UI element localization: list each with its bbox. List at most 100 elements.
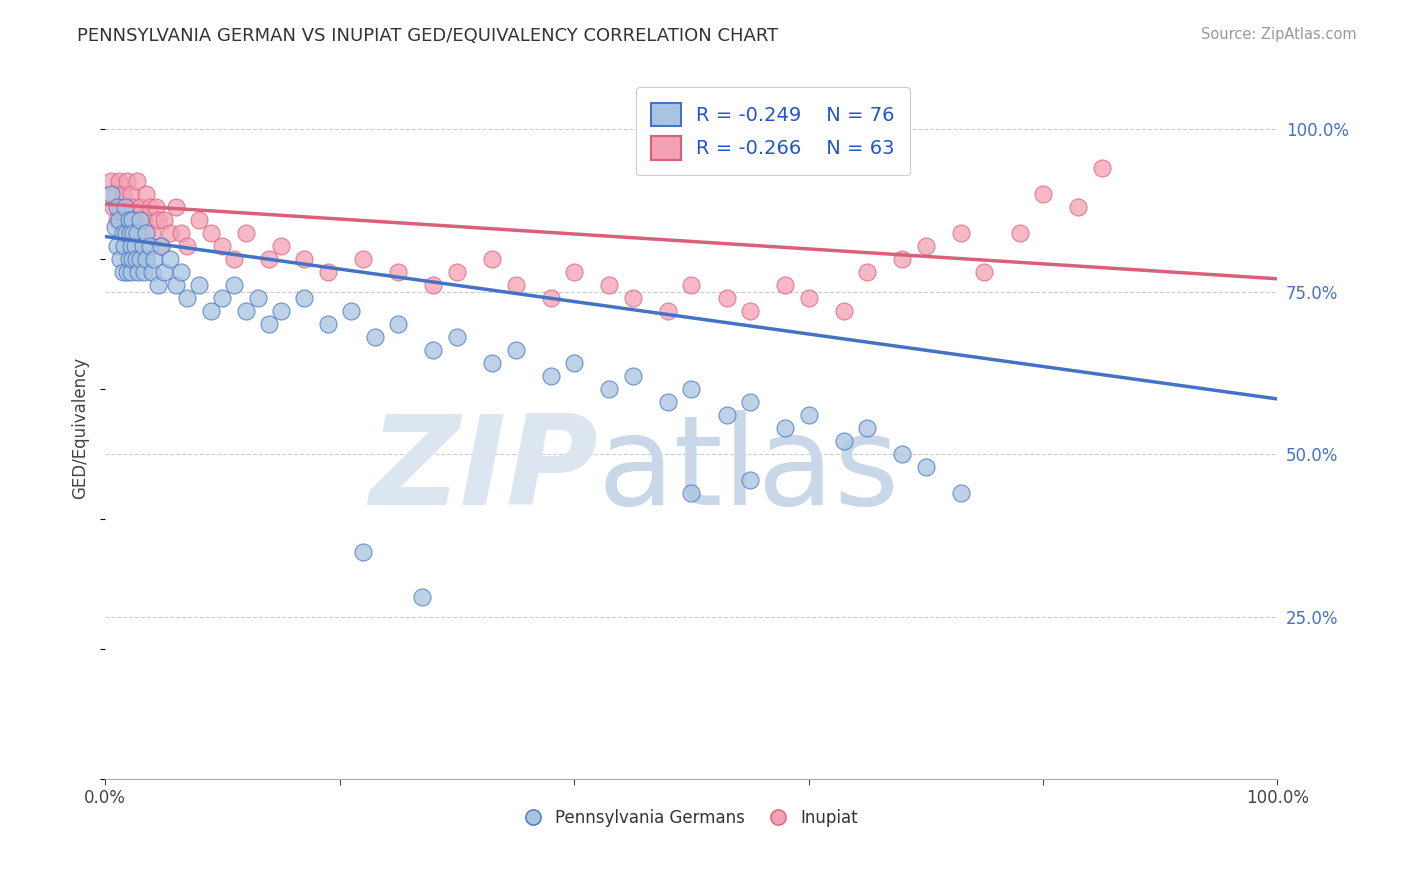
Point bbox=[176, 239, 198, 253]
Point bbox=[165, 278, 187, 293]
Point bbox=[188, 213, 211, 227]
Point bbox=[562, 356, 585, 370]
Point bbox=[681, 278, 703, 293]
Point bbox=[505, 278, 527, 293]
Point bbox=[716, 291, 738, 305]
Point bbox=[110, 252, 132, 267]
Point bbox=[103, 200, 125, 214]
Point bbox=[832, 434, 855, 449]
Point bbox=[170, 227, 193, 241]
Point bbox=[104, 219, 127, 234]
Point bbox=[145, 200, 167, 214]
Point bbox=[141, 265, 163, 279]
Point bbox=[1032, 187, 1054, 202]
Point bbox=[122, 227, 145, 241]
Text: Source: ZipAtlas.com: Source: ZipAtlas.com bbox=[1201, 27, 1357, 42]
Point bbox=[259, 252, 281, 267]
Point bbox=[135, 227, 157, 241]
Point bbox=[129, 252, 152, 267]
Point bbox=[235, 227, 257, 241]
Point bbox=[100, 187, 122, 202]
Point bbox=[141, 227, 163, 241]
Point bbox=[132, 213, 155, 227]
Point bbox=[120, 265, 142, 279]
Text: atlas: atlas bbox=[598, 409, 900, 531]
Point bbox=[949, 486, 972, 500]
Point bbox=[115, 227, 138, 241]
Point bbox=[112, 213, 135, 227]
Point bbox=[340, 304, 363, 318]
Point bbox=[259, 318, 281, 332]
Point bbox=[224, 278, 246, 293]
Point bbox=[111, 187, 134, 202]
Point bbox=[110, 200, 132, 214]
Point bbox=[165, 200, 187, 214]
Point bbox=[118, 252, 141, 267]
Point bbox=[120, 239, 142, 253]
Point bbox=[621, 369, 644, 384]
Point bbox=[135, 187, 157, 202]
Point bbox=[973, 265, 995, 279]
Point bbox=[120, 187, 142, 202]
Point bbox=[176, 291, 198, 305]
Point bbox=[621, 291, 644, 305]
Point bbox=[125, 252, 148, 267]
Point bbox=[856, 265, 879, 279]
Point bbox=[270, 304, 292, 318]
Point bbox=[797, 291, 820, 305]
Point bbox=[105, 200, 128, 214]
Point bbox=[211, 239, 233, 253]
Point bbox=[598, 382, 620, 396]
Point bbox=[891, 447, 914, 461]
Text: ZIP: ZIP bbox=[368, 409, 598, 531]
Point bbox=[738, 395, 761, 409]
Point bbox=[738, 473, 761, 487]
Legend: Pennsylvania Germans, Inupiat: Pennsylvania Germans, Inupiat bbox=[519, 803, 865, 834]
Point bbox=[211, 291, 233, 305]
Point bbox=[121, 252, 143, 267]
Point bbox=[294, 291, 316, 305]
Point bbox=[170, 265, 193, 279]
Point bbox=[949, 227, 972, 241]
Point bbox=[738, 304, 761, 318]
Point bbox=[121, 200, 143, 214]
Point bbox=[364, 330, 387, 344]
Point bbox=[125, 227, 148, 241]
Point bbox=[422, 278, 444, 293]
Point bbox=[598, 278, 620, 293]
Point bbox=[891, 252, 914, 267]
Point bbox=[352, 252, 374, 267]
Point bbox=[139, 239, 162, 253]
Point bbox=[562, 265, 585, 279]
Point bbox=[118, 213, 141, 227]
Point bbox=[235, 304, 257, 318]
Point bbox=[797, 408, 820, 422]
Point bbox=[118, 213, 141, 227]
Point bbox=[540, 291, 562, 305]
Point bbox=[127, 265, 149, 279]
Point bbox=[111, 265, 134, 279]
Point bbox=[540, 369, 562, 384]
Point bbox=[159, 252, 181, 267]
Point bbox=[832, 304, 855, 318]
Point bbox=[129, 200, 152, 214]
Point bbox=[681, 382, 703, 396]
Point bbox=[105, 213, 128, 227]
Point bbox=[716, 408, 738, 422]
Point bbox=[1091, 161, 1114, 176]
Point bbox=[446, 265, 468, 279]
Point bbox=[505, 343, 527, 358]
Point bbox=[132, 239, 155, 253]
Point bbox=[112, 239, 135, 253]
Point bbox=[422, 343, 444, 358]
Point bbox=[657, 395, 679, 409]
Point bbox=[1008, 227, 1031, 241]
Point bbox=[914, 460, 936, 475]
Point bbox=[114, 200, 136, 214]
Point bbox=[200, 304, 222, 318]
Point bbox=[129, 213, 152, 227]
Point bbox=[150, 239, 173, 253]
Point bbox=[481, 252, 503, 267]
Point bbox=[159, 227, 181, 241]
Point bbox=[914, 239, 936, 253]
